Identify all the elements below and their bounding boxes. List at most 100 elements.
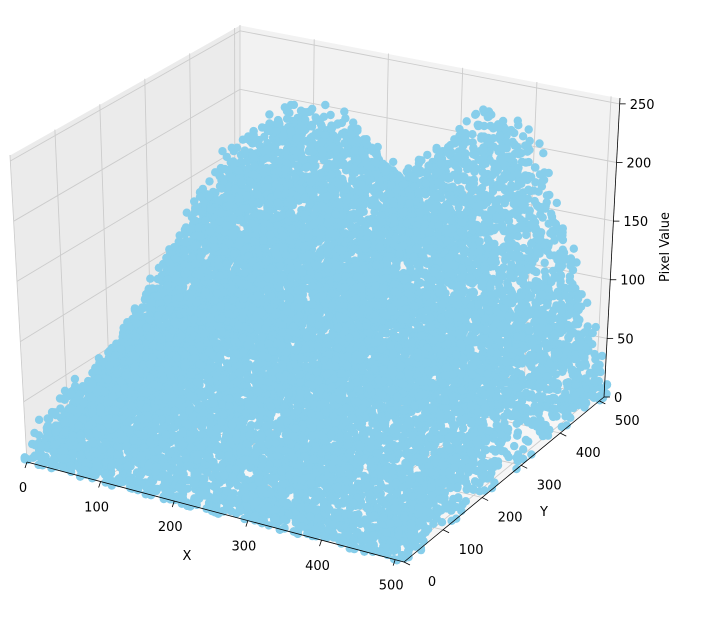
- data-point: [573, 294, 583, 304]
- data-point: [361, 158, 370, 168]
- data-point: [565, 309, 574, 319]
- data-point: [368, 196, 377, 205]
- data-point: [508, 209, 518, 218]
- data-point: [574, 342, 584, 352]
- data-point: [556, 232, 565, 242]
- data-point: [461, 149, 470, 158]
- data-point: [581, 374, 590, 383]
- data-point: [543, 301, 552, 310]
- data-point: [480, 225, 489, 235]
- data-point: [487, 205, 496, 215]
- data-point: [340, 148, 349, 157]
- data-point: [518, 132, 528, 141]
- data-point: [538, 365, 547, 375]
- data-point: [573, 303, 582, 312]
- data-point: [588, 328, 597, 338]
- data-point: [548, 308, 557, 317]
- data-point: [494, 204, 503, 213]
- data-point: [547, 277, 556, 287]
- data-point: [353, 135, 362, 145]
- data-point: [564, 378, 573, 387]
- data-point: [580, 328, 589, 337]
- data-point: [540, 258, 549, 267]
- data-point: [469, 179, 479, 188]
- data-point: [350, 146, 359, 155]
- data-point: [311, 129, 320, 138]
- data-point: [570, 354, 579, 364]
- data-point: [481, 190, 490, 200]
- data-point: [523, 147, 532, 156]
- data-point: [565, 272, 575, 281]
- data-point: [348, 176, 357, 186]
- data-point: [307, 122, 316, 131]
- data-point: [494, 277, 504, 286]
- data-point: [342, 196, 351, 205]
- data-point: [362, 135, 371, 144]
- data-point: [483, 113, 492, 122]
- data-point: [515, 207, 524, 216]
- data-point: [502, 194, 511, 204]
- data-point: [517, 302, 527, 312]
- data-point: [517, 292, 526, 301]
- data-point: [521, 158, 530, 167]
- data-point: [319, 156, 328, 165]
- data-point: [347, 130, 356, 139]
- data-point: [470, 167, 479, 176]
- data-point: [349, 118, 358, 127]
- data-point: [538, 213, 547, 222]
- data-point: [577, 362, 586, 372]
- data-point: [479, 175, 488, 184]
- data-point: [563, 358, 573, 367]
- data-point: [471, 110, 480, 120]
- data-point: [542, 191, 552, 200]
- data-point: [526, 187, 535, 196]
- data-point: [334, 179, 344, 189]
- data-point: [462, 117, 471, 126]
- data-point: [467, 187, 477, 196]
- data-point: [544, 324, 553, 333]
- data-point: [453, 152, 462, 162]
- data-point: [569, 328, 578, 337]
- data-point: [554, 339, 564, 348]
- data-point: [341, 114, 350, 123]
- data-point: [527, 239, 536, 249]
- data-point: [591, 355, 600, 364]
- data-point: [498, 116, 508, 126]
- data-point: [492, 213, 501, 222]
- data-point: [496, 175, 505, 184]
- data-point: [547, 209, 556, 218]
- data-point: [517, 221, 526, 230]
- data-point: [558, 394, 567, 403]
- data-point: [506, 154, 515, 163]
- data-point: [378, 162, 388, 171]
- data-point: [512, 253, 521, 262]
- data-point: [537, 228, 546, 237]
- data-point: [525, 281, 534, 290]
- data-point: [572, 312, 581, 321]
- data-point: [580, 403, 589, 412]
- data-point: [513, 232, 523, 241]
- data-point: [486, 177, 495, 187]
- data-point: [589, 391, 598, 401]
- data-point: [328, 122, 337, 132]
- data-point: [517, 199, 526, 209]
- data-point: [506, 273, 515, 282]
- data-point: [580, 353, 589, 362]
- data-point: [566, 261, 575, 270]
- data-point: [372, 183, 381, 193]
- data-point: [535, 249, 544, 258]
- data-point: [300, 108, 309, 117]
- data-point: [557, 300, 566, 309]
- data-point: [550, 380, 559, 389]
- data-point: [539, 149, 548, 158]
- data-point: [550, 251, 559, 260]
- data-point: [371, 158, 381, 167]
- data-point: [326, 110, 335, 120]
- data-point: [506, 184, 515, 193]
- data-point: [353, 198, 362, 207]
- data-point: [458, 141, 468, 150]
- data-point: [510, 141, 519, 150]
- data-point: [544, 395, 553, 404]
- data-point: [559, 365, 568, 374]
- data-point: [501, 252, 510, 261]
